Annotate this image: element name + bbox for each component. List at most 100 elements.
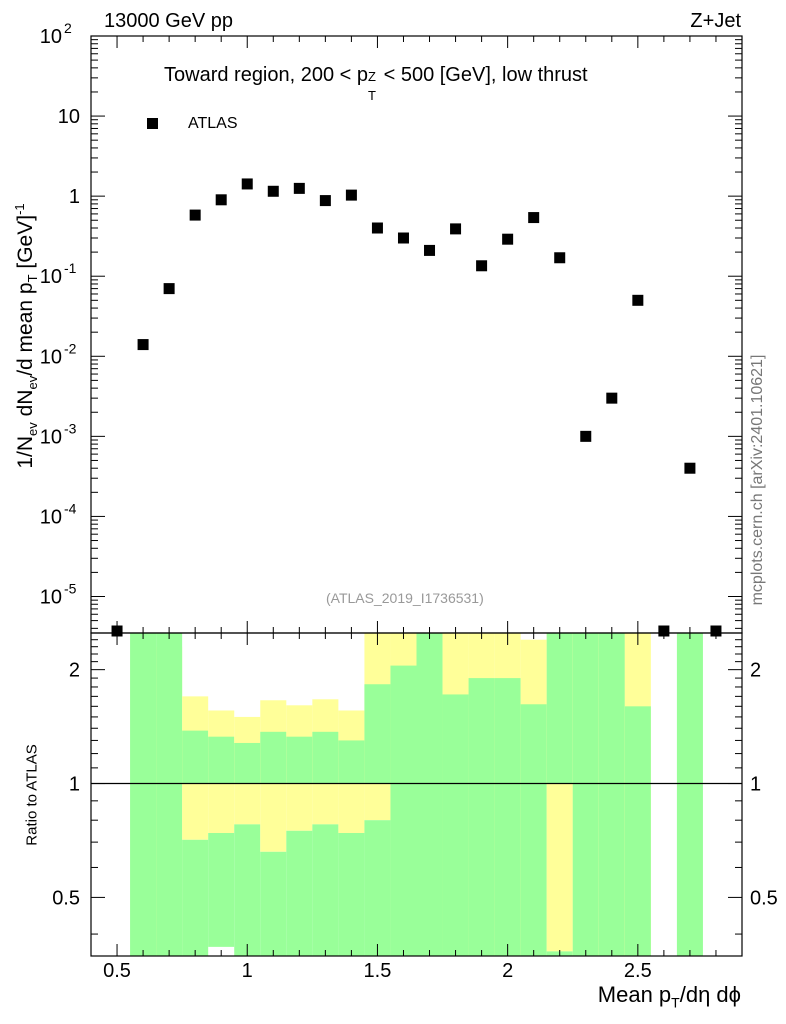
ratio-band-green: [156, 633, 183, 784]
ratio-y-tick-label-left: 2: [69, 660, 80, 682]
title-part-a: Toward region, 200 < p: [164, 64, 369, 86]
ratio-band-green: [468, 678, 495, 784]
ratio-band-green: [572, 633, 599, 784]
ratio-band-green: [676, 783, 703, 956]
ratio-band-green: [572, 783, 599, 956]
side-label: mcplots.cern.ch [arXiv:2401.10621]: [749, 354, 766, 606]
data-point: [580, 430, 592, 442]
data-point: [658, 625, 670, 637]
main-y-tick-label: 10: [58, 106, 80, 128]
title-sub: T: [368, 88, 376, 103]
data-point: [163, 283, 175, 295]
ratio-y-tick-label-right: 2: [750, 660, 761, 682]
ratio-band-green: [598, 633, 625, 784]
title-part-b: < 500 [GeV], low thrust: [378, 64, 588, 86]
axis-ticks: [91, 35, 742, 956]
main-y-tick-exponent: -1: [64, 260, 77, 276]
data-point: [397, 232, 409, 244]
ratio-band-green: [182, 839, 209, 956]
data-point: [319, 195, 331, 207]
ratio-band-green: [676, 633, 703, 784]
x-tick-label: 2.5: [624, 960, 652, 982]
main-ylabel: 1/Nev dNev/d mean pT [GeV]-1: [11, 203, 41, 469]
ratio-band-green: [234, 742, 261, 784]
ratio-band-green: [130, 633, 157, 784]
main-y-tick-exponent: -2: [64, 340, 77, 356]
ratio-band-green: [416, 633, 443, 784]
x-tick-label: 2: [502, 960, 513, 982]
data-markers: [111, 118, 722, 637]
ratio-band-green: [182, 730, 209, 784]
ratio-band-green: [416, 783, 443, 956]
x-tick-label: 0.5: [103, 960, 131, 982]
ratio-band-green: [364, 820, 391, 956]
ratio-band-green: [520, 704, 547, 784]
ratio-band-green: [260, 731, 287, 784]
ratio-band-green: [468, 783, 495, 956]
header-right: Z+Jet: [690, 10, 741, 32]
data-point: [684, 462, 696, 474]
ratio-band-green: [208, 736, 235, 784]
ratio-band-green: [260, 851, 287, 956]
data-point: [371, 222, 383, 234]
data-point: [424, 244, 436, 256]
x-tick-label: 1: [242, 960, 253, 982]
plot-frames: [90, 35, 743, 957]
main-y-tick-label: 10: [40, 586, 62, 608]
ratio-band-green: [598, 783, 625, 956]
data-point: [241, 178, 253, 190]
data-point: [606, 392, 618, 404]
data-point: [632, 294, 644, 306]
legend-marker: [147, 118, 158, 129]
ratio-band-green: [234, 824, 261, 956]
title-sup: Z: [368, 69, 376, 84]
data-point: [345, 189, 357, 201]
ratio-band-green: [312, 824, 339, 956]
header-left: 13000 GeV pp: [104, 10, 233, 32]
ratio-band-green: [390, 665, 417, 784]
ratio-band-green: [286, 830, 313, 956]
ratio-band-green: [130, 783, 157, 956]
data-point: [554, 252, 566, 264]
watermark: (ATLAS_2019_I1736531): [326, 590, 484, 606]
data-point: [215, 194, 227, 206]
data-point: [189, 209, 201, 221]
ratio-band-green: [442, 783, 469, 956]
data-point: [267, 185, 279, 197]
ratio-band-green: [494, 678, 521, 784]
ratio-band-green: [390, 783, 417, 956]
ratio-band-green: [338, 740, 365, 784]
x-tick-label: 1.5: [364, 960, 392, 982]
main-y-tick-label: 10: [40, 346, 62, 368]
ratio-band-green: [546, 633, 573, 784]
data-point: [710, 625, 722, 637]
ratio-plot-frame: [90, 632, 743, 957]
ratio-band-green: [312, 731, 339, 784]
main-y-tick-exponent: -3: [64, 420, 77, 436]
ratio-y-tick-label-left: 1: [69, 774, 80, 796]
data-point: [137, 339, 149, 351]
main-y-tick-label: 10: [40, 26, 62, 48]
data-point: [450, 223, 462, 235]
data-point: [111, 625, 123, 637]
main-y-tick-label: 10: [40, 506, 62, 528]
ratio-band-green: [364, 684, 391, 784]
main-y-tick-label: 10: [40, 426, 62, 448]
data-point: [502, 233, 514, 245]
data-point: [293, 182, 305, 194]
ratio-band-green: [208, 832, 235, 947]
ratio-band-green: [442, 694, 469, 784]
ratio-band-green: [494, 783, 521, 956]
main-y-tick-label: 10: [40, 266, 62, 288]
ratio-band-green: [156, 783, 183, 956]
main-y-tick-exponent: 2: [64, 20, 72, 36]
ratio-xlabel: Mean pT/dη dϕ: [597, 982, 741, 1011]
ratio-y-tick-label-left: 0.5: [52, 887, 80, 909]
ratio-band-green: [286, 736, 313, 784]
ratio-y-tick-label-right: 0.5: [750, 887, 778, 909]
data-point: [528, 212, 540, 224]
ratio-band-green: [624, 783, 651, 956]
